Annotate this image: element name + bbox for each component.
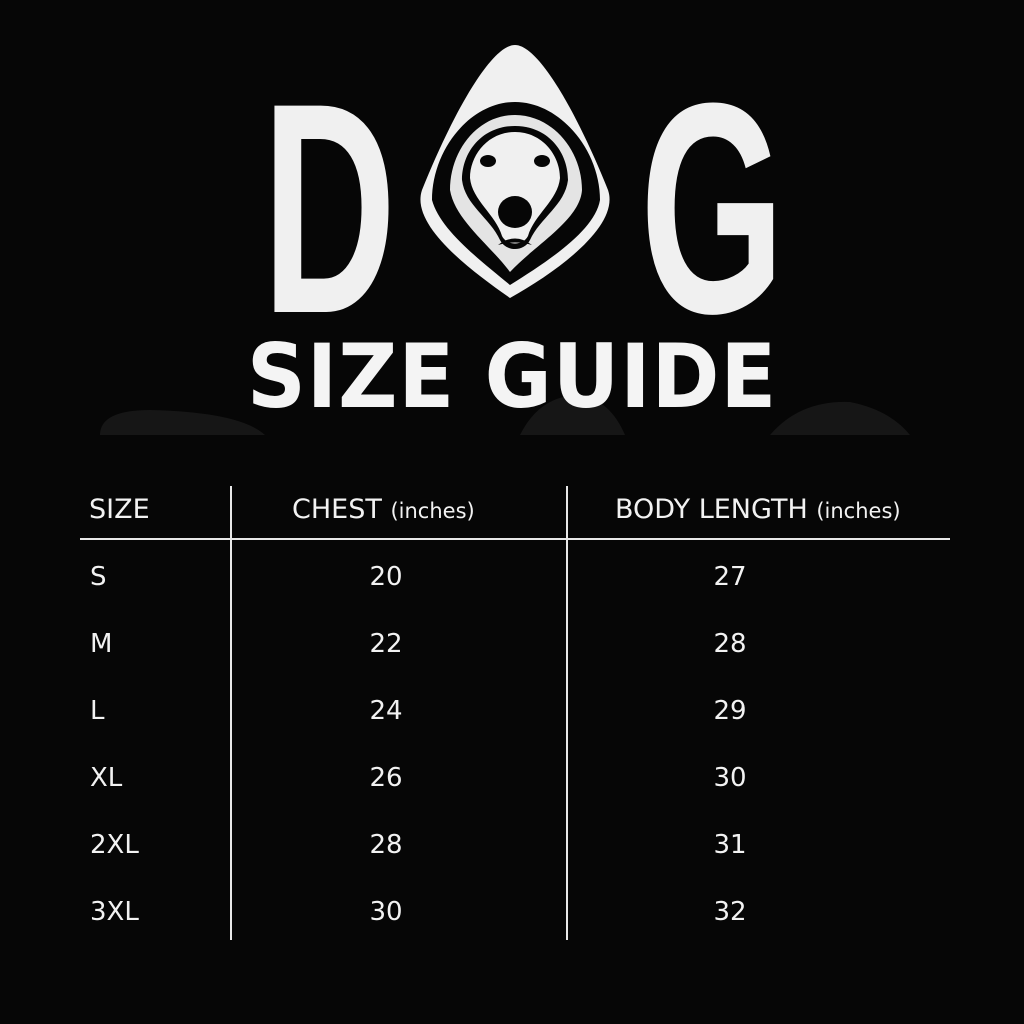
page-title: SIZE GUIDE <box>246 325 778 428</box>
cell-size: XL <box>90 763 123 793</box>
header-divider <box>80 538 950 540</box>
header-body-length: BODY LENGTH (inches) <box>615 494 901 525</box>
cell-body-length: 28 <box>713 629 747 659</box>
cell-body-length: 27 <box>713 562 747 592</box>
cell-chest: 22 <box>369 629 403 659</box>
cell-body-length: 31 <box>713 830 747 860</box>
header-label: BODY LENGTH <box>615 494 808 525</box>
cell-size: S <box>90 562 107 592</box>
cell-chest: 20 <box>369 562 403 592</box>
header-unit: (inches) <box>390 499 475 523</box>
header-chest: CHEST (inches) <box>292 494 475 525</box>
logo-letter-d: D <box>262 40 397 376</box>
header-size: SIZE <box>89 494 150 525</box>
cell-size: L <box>90 696 105 726</box>
cell-chest: 28 <box>369 830 403 860</box>
dog-face-hood-icon <box>420 45 610 298</box>
header-label: CHEST <box>292 494 382 525</box>
cell-body-length: 30 <box>713 763 747 793</box>
header-label: SIZE <box>89 494 150 525</box>
background-silhouettes <box>100 395 910 435</box>
logo-letter-g: G <box>640 40 785 376</box>
column-divider <box>230 486 232 940</box>
cell-size: M <box>90 629 113 659</box>
cell-chest: 24 <box>369 696 403 726</box>
cell-size: 2XL <box>90 830 139 860</box>
cell-chest: 30 <box>369 897 403 927</box>
cell-body-length: 29 <box>713 696 747 726</box>
header-unit: (inches) <box>816 499 901 523</box>
cell-chest: 26 <box>369 763 403 793</box>
cell-body-length: 32 <box>713 897 747 927</box>
cell-size: 3XL <box>90 897 139 927</box>
column-divider <box>566 486 568 940</box>
